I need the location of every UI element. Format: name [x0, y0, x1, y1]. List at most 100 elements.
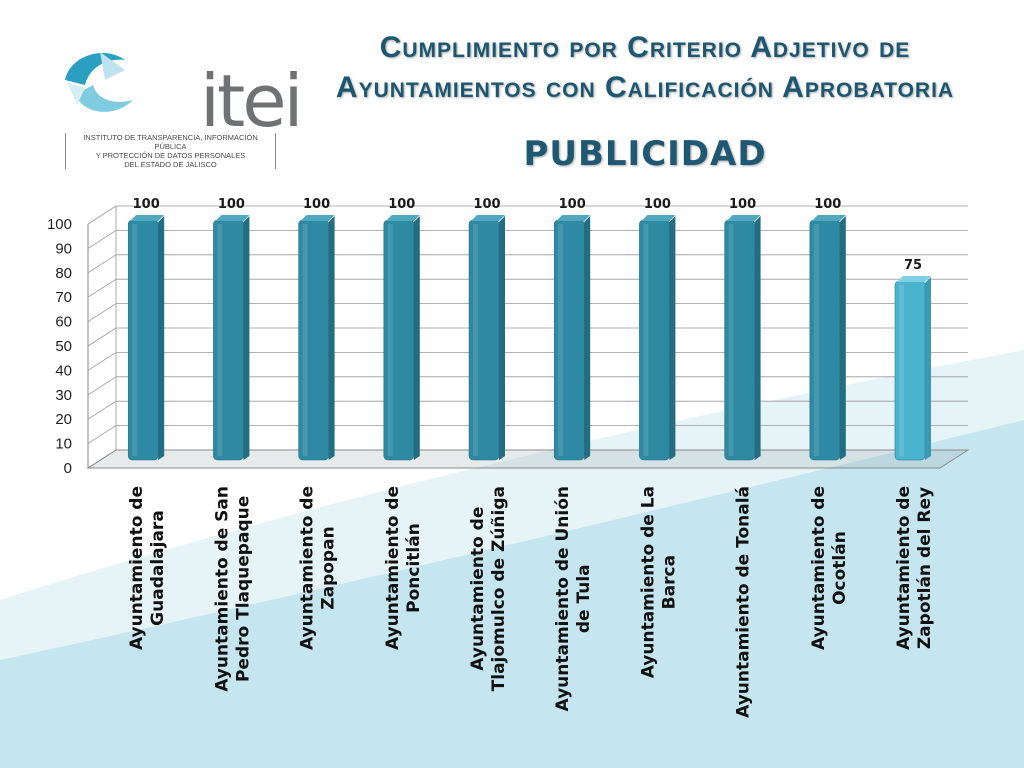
bar-top: [215, 215, 250, 221]
bar: [639, 215, 676, 461]
bar-top: [130, 215, 165, 221]
x-tick-label-line: Ayuntamiento de: [127, 486, 147, 650]
x-tick-label-line: Ayuntamiento de: [383, 486, 403, 650]
x-tick-label: Ayuntamiento deGuadalajara: [127, 486, 168, 650]
y-tick-label: 90: [55, 240, 72, 257]
bar: [298, 215, 335, 461]
y-tick-label: 60: [55, 314, 72, 331]
gridline-diagonal: [87, 205, 117, 225]
data-label: 100: [133, 197, 160, 212]
data-label: 100: [814, 197, 841, 212]
x-tick-label-line: Poncitlán: [404, 523, 424, 613]
bar-top: [300, 215, 335, 221]
bar-side: [158, 216, 165, 460]
bar-side: [754, 216, 761, 460]
x-tick-label-line: Pedro Tlaquepaque: [233, 496, 253, 682]
y-tick-label: 50: [55, 338, 72, 355]
x-tick-label-line: Ocotlán: [830, 531, 850, 605]
x-tick-label-line: de Tula: [574, 564, 594, 633]
y-tick-label: 40: [55, 362, 72, 379]
data-label: 75: [904, 258, 922, 273]
bar-highlight: [728, 224, 734, 456]
x-tick-label-line: Ayuntamiento de: [809, 486, 829, 650]
bar: [468, 215, 505, 461]
bar: [127, 215, 165, 461]
bar: [553, 215, 591, 461]
gridline-diagonal: [87, 254, 117, 274]
y-tick-label: 100: [47, 216, 72, 233]
x-tick-label: Ayuntamiento deOcotlán: [809, 486, 850, 650]
x-tick-label-line: Ayuntamiento de La: [638, 486, 658, 678]
gridline-diagonal: [87, 400, 117, 420]
bar-highlight: [813, 224, 819, 456]
data-label: 100: [303, 197, 330, 212]
gridline-diagonal: [87, 327, 117, 347]
data-label: 100: [473, 197, 500, 212]
x-tick-label-line: Zapopan: [319, 526, 339, 609]
x-tick-label-line: Ayuntamiento de: [298, 486, 318, 650]
bar-highlight: [132, 224, 138, 456]
itei-logo: itei INSTITUTO DE TRANSPARENCIA, INFORMA…: [55, 35, 304, 170]
data-label: 100: [644, 197, 671, 212]
x-tick-label: Ayuntamiento de Tonalá: [734, 486, 754, 718]
bar-side: [669, 216, 676, 460]
logo-mark-icon: [65, 52, 133, 112]
x-tick-label: Ayuntamiento de SanPedro Tlaquepaque: [212, 486, 253, 692]
title-line-1: Cumplimiento por Criterio Adjetivo de: [379, 31, 911, 64]
bar-top: [471, 215, 505, 221]
x-tick-label: Ayuntamiento deTlajomulco de Zúñiga: [468, 486, 509, 691]
bar: [724, 215, 761, 461]
bar-highlight: [899, 285, 904, 456]
bar-top: [641, 215, 676, 221]
logo-institution-name: INSTITUTO DE TRANSPARENCIA, INFORMACIÓN …: [65, 133, 276, 169]
data-labels: 100 100 100 100 100 100 100 100 100 75: [133, 197, 922, 273]
x-tick-label-line: Zapotlán del Rey: [915, 487, 935, 649]
gridline-diagonal: [87, 425, 117, 444]
x-tick-label-line: Ayuntamiento de: [894, 486, 914, 650]
x-tick-label-line: Guadalajara: [148, 510, 168, 626]
x-tick-label-line: Barca: [659, 555, 679, 609]
bar-highlight: [473, 224, 478, 456]
gridline-diagonal: [87, 230, 117, 249]
y-tick-label: 30: [55, 387, 72, 404]
bar-side: [499, 216, 505, 460]
gridline-diagonal: [87, 352, 117, 371]
bar-top: [811, 215, 846, 221]
x-tick-label: Ayuntamiento de Uniónde Tula: [553, 486, 594, 711]
bar: [213, 215, 250, 461]
bar-side: [839, 216, 846, 460]
bar-highlight: [643, 224, 649, 456]
bar: [809, 215, 846, 461]
bar-highlight: [302, 224, 308, 456]
x-tick-label: Ayuntamiento dePoncitlán: [383, 486, 424, 650]
bar-side: [243, 216, 250, 460]
bar: [894, 276, 931, 461]
x-tick-label-line: Ayuntamiento de Tonalá: [734, 486, 754, 718]
gridline-diagonal: [87, 303, 117, 322]
y-tick-label: 0: [64, 460, 72, 477]
bar-top: [556, 215, 591, 221]
bar-side: [328, 216, 335, 460]
data-label: 100: [729, 197, 756, 212]
title-line-2: Ayuntamientos con Calificación Aprobator…: [335, 71, 955, 104]
bar: [383, 215, 420, 461]
x-tick-label: Ayuntamiento deZapopan: [298, 486, 339, 650]
bar-highlight: [558, 224, 564, 456]
x-tick-label-line: Tlajomulco de Zúñiga: [489, 486, 509, 691]
chart-subtitle: PUBLICIDAD: [523, 134, 767, 174]
x-axis-labels: Ayuntamiento deGuadalajara Ayuntamiento d…: [127, 486, 935, 718]
y-tick-label: 80: [55, 265, 72, 282]
data-label: 100: [218, 197, 245, 212]
data-label: 100: [559, 197, 586, 212]
y-tick-label: 70: [55, 289, 72, 306]
gridline-diagonal: [87, 278, 117, 298]
bar-highlight: [387, 224, 393, 456]
x-tick-label: Ayuntamiento deZapotlán del Rey: [894, 486, 935, 650]
logo-wordmark: itei: [200, 59, 304, 143]
x-tick-label-line: Ayuntamiento de San: [212, 486, 232, 692]
bar-side: [584, 216, 591, 460]
chart-bars: [127, 215, 931, 461]
x-tick-label-line: Ayuntamiento de Unión: [553, 486, 573, 711]
